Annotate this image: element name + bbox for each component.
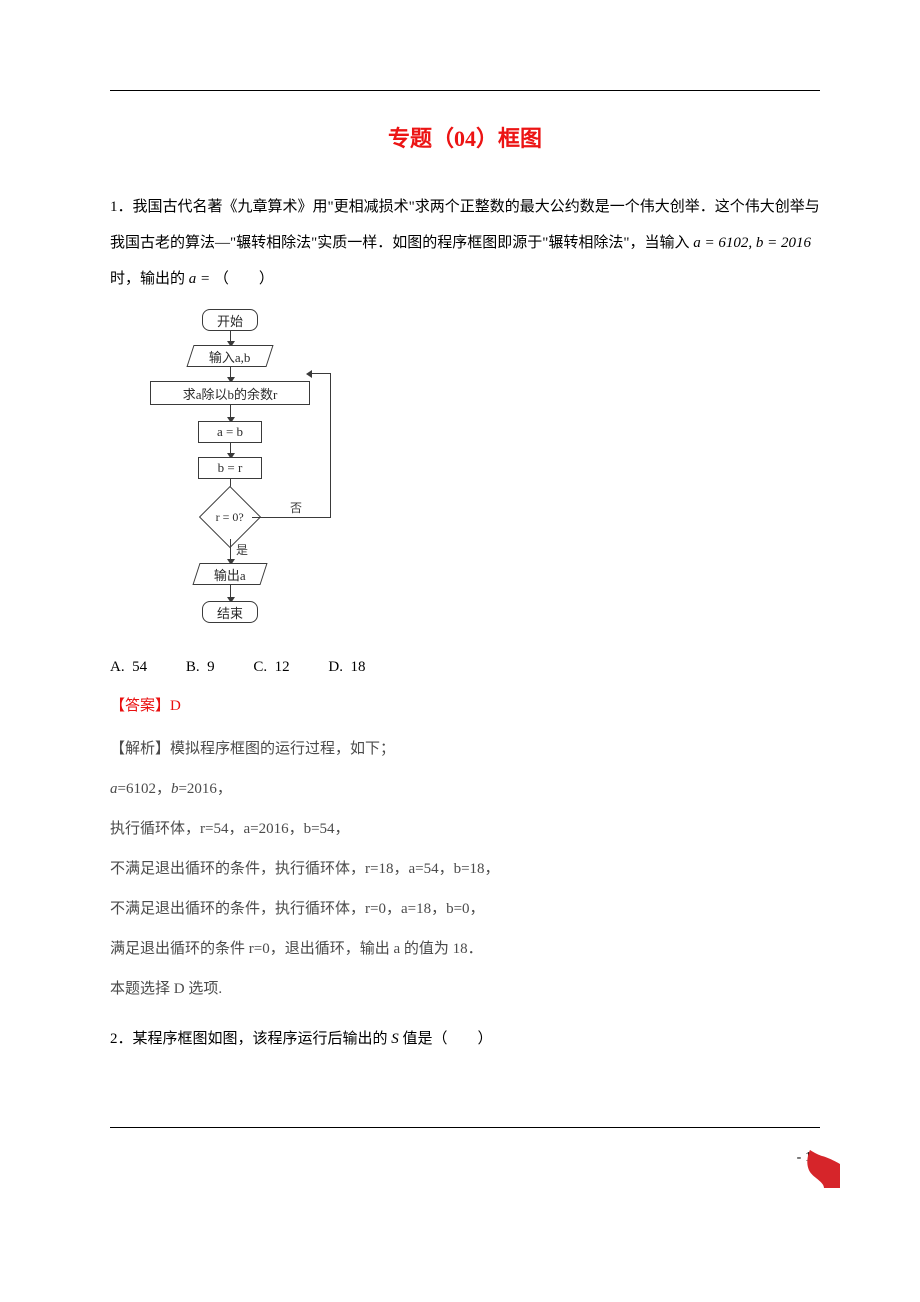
- fc-input-label: 输入a,b: [209, 347, 251, 366]
- fc-edge-yes: [230, 539, 231, 561]
- fc-label-no: 否: [290, 499, 302, 516]
- sol-var-a: a: [110, 781, 118, 797]
- flowchart-container: 开始 输入a,b 求a除以b的余数r a = b b = r: [110, 309, 820, 639]
- fc-edge: [230, 443, 231, 455]
- corner-decoration: [804, 1150, 840, 1188]
- fc-calc-label: 求a除以b的余数r: [183, 384, 278, 403]
- fc-start-label: 开始: [217, 311, 243, 330]
- opt-d: D. 18: [328, 659, 365, 675]
- fc-calc: 求a除以b的余数r: [150, 381, 310, 405]
- q2-text1: 2．某程序框图如图，该程序运行后输出的: [110, 1031, 388, 1047]
- top-rule: [110, 90, 820, 91]
- q1-sol-2: a=6102，b=2016，: [110, 771, 820, 807]
- q1-stem: 1．我国古代名著《九章算术》用"更相减损术"求两个正整数的最大公约数是一个伟大创…: [110, 189, 820, 297]
- fc-cond-label: r = 0?: [216, 510, 244, 525]
- sol-eq2: =2016，: [178, 781, 231, 797]
- fc-start: 开始: [202, 309, 258, 331]
- fc-output: 输出a: [192, 563, 267, 585]
- fc-edge: [230, 331, 231, 343]
- q1-sol-6: 满足退出循环的条件 r=0，退出循环，输出 a 的值为 18．: [110, 931, 820, 967]
- fc-edge-no-h1: [252, 517, 330, 518]
- q1-text3: （ ）: [214, 271, 274, 287]
- fc-assign2: b = r: [198, 457, 262, 479]
- q1-math1: a = 6102, b = 2016: [693, 235, 811, 251]
- q1-sol-3: 执行循环体，r=54，a=2016，b=54，: [110, 811, 820, 847]
- fc-assign1-label: a = b: [217, 424, 243, 440]
- opt-c: C. 12: [253, 659, 289, 675]
- q2-text2: 值是（ ）: [403, 1031, 493, 1047]
- opt-a: A. 54: [110, 659, 147, 675]
- fc-edge: [230, 405, 231, 419]
- fc-edge-no-v: [330, 373, 331, 518]
- fc-output-label: 输出a: [214, 565, 246, 584]
- q2-stem: 2．某程序框图如图，该程序运行后输出的 S 值是（ ）: [110, 1021, 820, 1057]
- fc-edge: [230, 585, 231, 599]
- q1-answer: 【答案】D: [110, 694, 820, 715]
- q1-sol-1: 【解析】模拟程序框图的运行过程，如下；: [110, 731, 820, 767]
- q1-sol-5: 不满足退出循环的条件，执行循环体，r=0，a=18，b=0，: [110, 891, 820, 927]
- q1-sol-7: 本题选择 D 选项.: [110, 971, 820, 1007]
- q1-text2: 时，输出的: [110, 271, 185, 287]
- fc-label-yes: 是: [236, 541, 248, 558]
- flowchart: 开始 输入a,b 求a除以b的余数r a = b b = r: [130, 309, 360, 639]
- fc-input: 输入a,b: [186, 345, 273, 367]
- bottom-rule: [110, 1127, 820, 1128]
- fc-edge: [230, 367, 231, 379]
- q1-math2: a =: [189, 271, 210, 287]
- fc-assign1: a = b: [198, 421, 262, 443]
- fc-end: 结束: [202, 601, 258, 623]
- sol-eq1: =6102，: [118, 781, 171, 797]
- fc-end-label: 结束: [217, 603, 243, 622]
- opt-b: B. 9: [186, 659, 215, 675]
- q1-sol-4: 不满足退出循环的条件，执行循环体，r=18，a=54，b=18，: [110, 851, 820, 887]
- q2-math1: S: [391, 1031, 399, 1047]
- q1-options: A. 54 B. 9 C. 12 D. 18: [110, 659, 820, 676]
- page-title: 专题（04）框图: [110, 121, 820, 153]
- fc-assign2-label: b = r: [218, 460, 243, 476]
- fc-edge-no-h2: [310, 373, 331, 374]
